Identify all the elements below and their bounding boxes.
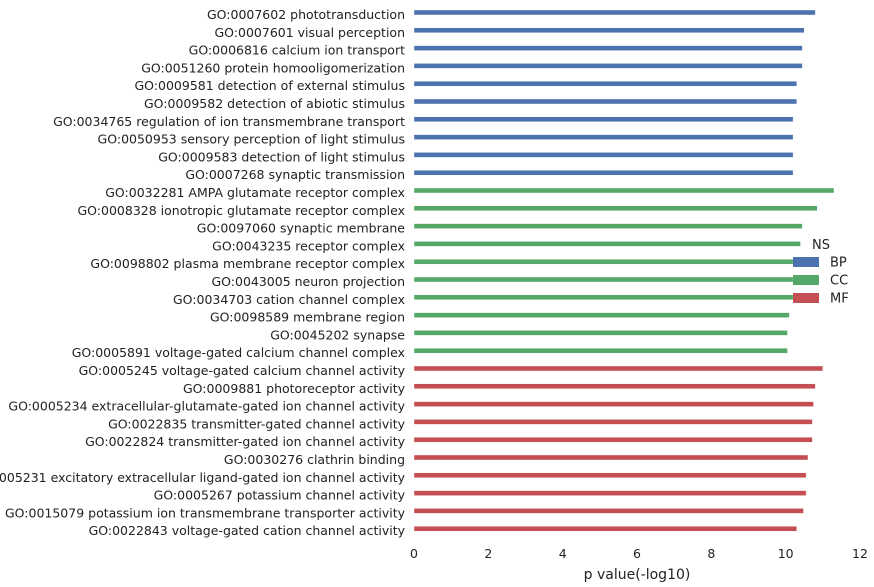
category-label: GO:0098589 membrane region xyxy=(210,310,405,325)
category-label: GO:0005231 excitatory extracellular liga… xyxy=(0,470,406,485)
legend-swatch-cc xyxy=(793,275,819,285)
bar-mf xyxy=(413,437,813,443)
bar-bp xyxy=(413,9,816,16)
category-label: GO:0034765 regulation of ion transmembra… xyxy=(53,114,405,129)
category-label: GO:0043235 receptor complex xyxy=(212,238,405,253)
bar-cc xyxy=(413,312,790,318)
category-label: GO:0043005 neuron projection xyxy=(211,274,405,289)
category-label: GO:0009582 detection of abiotic stimulus xyxy=(144,96,405,111)
category-label: GO:0022843 voltage-gated cation channel … xyxy=(89,523,406,538)
bar-mf xyxy=(413,454,809,461)
bar-bp xyxy=(413,152,794,158)
x-tick-label: 0 xyxy=(410,546,418,561)
legend-swatch-bp xyxy=(793,257,819,267)
legend-label-bp: BP xyxy=(830,256,847,271)
legend-title: NS xyxy=(812,238,830,253)
bar-cc xyxy=(413,205,818,212)
category-label: GO:0050953 sensory perception of light s… xyxy=(98,132,405,147)
bar-mf xyxy=(413,472,807,478)
category-label: GO:0034703 cation channel complex xyxy=(173,292,405,307)
category-label: GO:0007268 synaptic transmission xyxy=(185,167,405,182)
category-label: GO:0022824 transmitter-gated ion channel… xyxy=(85,434,406,449)
bar-mf xyxy=(413,526,798,532)
x-tick-label: 2 xyxy=(484,546,492,561)
legend: NS BP CC MF xyxy=(793,238,849,307)
category-label: GO:0032281 AMPA glutamate receptor compl… xyxy=(105,185,405,200)
bar-mf xyxy=(413,365,824,372)
legend-label-cc: CC xyxy=(830,274,848,289)
category-label: GO:0009581 detection of external stimulu… xyxy=(135,78,406,93)
bar-cc xyxy=(413,241,801,247)
bars xyxy=(413,9,835,532)
category-label: GO:0015079 potassium ion transmembrane t… xyxy=(5,505,406,520)
legend-swatch-mf xyxy=(793,293,819,303)
bar-bp xyxy=(413,27,805,33)
category-labels: GO:0007602 phototransduction GO:0007601 v… xyxy=(0,7,406,538)
category-label: GO:0022835 transmitter-gated channel act… xyxy=(108,416,405,431)
x-tick-label: 8 xyxy=(707,546,715,561)
category-label: GO:0098802 plasma membrane receptor comp… xyxy=(90,256,405,271)
category-label: GO:0030276 clathrin binding xyxy=(224,452,405,467)
category-label: GO:0006816 calcium ion transport xyxy=(189,43,405,58)
bar-mf xyxy=(413,401,814,407)
category-label: GO:0007602 phototransduction xyxy=(207,7,405,22)
category-label: GO:0005891 voltage-gated calcium channel… xyxy=(72,345,405,360)
category-label: GO:0045202 synapse xyxy=(270,327,405,342)
bar-cc xyxy=(413,348,788,354)
bar-bp xyxy=(413,80,798,87)
bar-cc xyxy=(413,259,794,265)
category-label: GO:0009881 photoreceptor activity xyxy=(183,381,406,396)
bar-bp xyxy=(413,134,794,140)
legend-label-mf: MF xyxy=(830,292,849,307)
category-label: GO:0009583 detection of light stimulus xyxy=(158,149,405,164)
bar-bp xyxy=(413,98,798,105)
bar-cc xyxy=(413,223,803,229)
bar-mf xyxy=(413,383,816,389)
category-label: GO:0008328 ionotropic glutamate receptor… xyxy=(78,203,406,218)
x-tick-label: 4 xyxy=(559,546,567,561)
category-label: GO:0007601 visual perception xyxy=(214,25,405,40)
bar-cc xyxy=(413,330,788,336)
category-label: GO:0005267 potassium channel activity xyxy=(154,488,406,503)
bar-bp xyxy=(413,45,803,51)
bar-bp xyxy=(413,63,803,69)
x-axis: 0 2 4 6 8 10 12 xyxy=(410,546,868,561)
x-tick-label: 12 xyxy=(852,546,868,561)
category-label: GO:0051260 protein homooligomerization xyxy=(141,60,405,75)
bar-bp xyxy=(413,116,794,123)
category-label: GO:0005245 voltage-gated calcium channel… xyxy=(79,363,406,378)
x-axis-label: p value(-log10) xyxy=(584,567,691,583)
category-label: GO:0097060 synaptic membrane xyxy=(197,221,406,236)
x-tick-label: 10 xyxy=(778,546,794,561)
bar-cc xyxy=(413,276,794,283)
bar-cc xyxy=(413,187,835,194)
bar-mf xyxy=(413,419,813,425)
bar-cc xyxy=(413,294,794,300)
bar-bp xyxy=(413,169,794,176)
bar-mf xyxy=(413,508,804,514)
category-label: GO:0005234 extracellular-glutamate-gated… xyxy=(8,399,405,414)
x-tick-label: 6 xyxy=(633,546,641,561)
bar-mf xyxy=(413,490,807,496)
